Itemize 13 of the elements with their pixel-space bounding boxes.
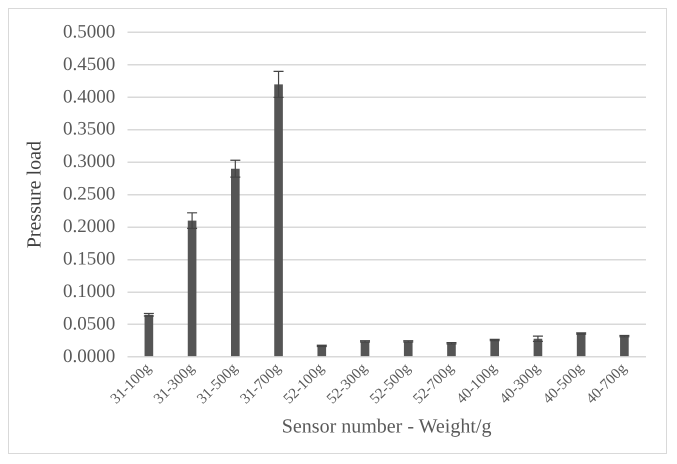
y-tick-label: 0.0500 bbox=[63, 313, 116, 334]
y-tick-label: 0.3000 bbox=[63, 151, 116, 172]
y-axis-title: Pressure load bbox=[23, 141, 46, 248]
y-tick-label: 0.1500 bbox=[63, 248, 116, 270]
x-axis-title: Sensor number - Weight/g bbox=[282, 415, 492, 438]
y-tick-label: 0.2000 bbox=[63, 216, 116, 238]
y-tick-label: 0.0000 bbox=[63, 346, 116, 367]
y-tick-label: 0.3500 bbox=[63, 118, 116, 140]
y-tick-label: 0.5000 bbox=[63, 21, 116, 42]
y-tick-label: 0.4500 bbox=[63, 54, 116, 75]
y-tick-label: 0.1000 bbox=[63, 281, 116, 302]
y-tick-label: 0.2500 bbox=[63, 184, 116, 205]
y-tick-label: 0.4000 bbox=[63, 86, 116, 108]
